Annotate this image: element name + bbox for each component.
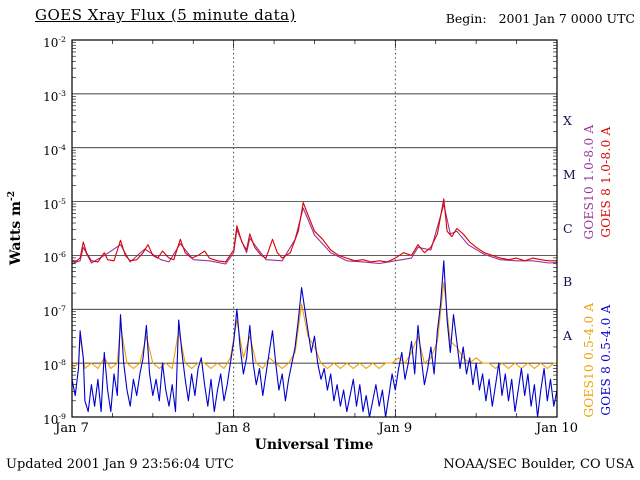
y-tick-label-10e-5: 10-5 — [43, 196, 66, 212]
legend-label-goes10-1-0-8-0-a: GOES10 1.0-8.0 A — [582, 124, 596, 240]
series-goes10-1-0-8-0-a — [71, 203, 558, 265]
chart-title: GOES Xray Flux (5 minute data) — [35, 6, 296, 24]
flux-class-letter-a: A — [563, 328, 573, 344]
x-tick-label: Jan 7 — [55, 421, 89, 436]
y-tick-label-10e-4: 10-4 — [43, 142, 66, 158]
flux-class-letter-x: X — [563, 112, 572, 128]
y-axis-title-base: Watts m — [7, 201, 24, 266]
y-tick-label-10e-2: 10-2 — [43, 35, 66, 50]
series-goes10-0-5-4-0-a — [71, 281, 557, 370]
credit: NOAA/SEC Boulder, CO USA — [443, 457, 634, 472]
flux-class-letter-b: B — [563, 274, 573, 290]
legend-label-goes-8-0-5-4-0-a: GOES 8 0.5-4.0 A — [599, 304, 613, 416]
flux-class-letter-m: M — [563, 166, 576, 182]
plot-frame — [71, 39, 558, 418]
series-goes-8-0-5-4-0-a — [71, 260, 558, 418]
y-tick-label-10e-9: 10-9 — [43, 412, 66, 427]
legend-label-goes-8-1-0-8-0-a: GOES 8 1.0-8.0 A — [599, 126, 613, 238]
y-tick-label-10e-6: 10-6 — [43, 250, 66, 266]
y-tick-label-10e-3: 10-3 — [43, 88, 66, 104]
updated-timestamp: Updated 2001 Jan 9 23:56:04 UTC — [6, 457, 234, 472]
y-axis-title-exponent: -2 — [6, 190, 18, 202]
x-axis-title: Universal Time — [254, 437, 374, 453]
y-axis-title: Watts m-2 — [6, 191, 24, 265]
x-tick-label: Jan 8 — [216, 421, 251, 436]
y-tick-label-10e-8: 10-8 — [43, 358, 66, 374]
x-tick-label: Jan 10 — [535, 421, 578, 436]
x-tick-label: Jan 9 — [378, 421, 413, 436]
legend-label-goes10-0-5-4-0-a: GOES10 0.5-4.0 A — [582, 302, 596, 418]
begin-value: 2001 Jan 7 0000 UTC — [498, 11, 635, 26]
flux-class-letter-c: C — [563, 220, 573, 236]
begin-label: Begin: — [445, 11, 487, 26]
y-tick-label-10e-7: 10-7 — [43, 304, 66, 320]
begin-time: Begin: 2001 Jan 7 0000 UTC — [446, 11, 635, 26]
series-goes-8-1-0-8-0-a — [71, 198, 557, 263]
